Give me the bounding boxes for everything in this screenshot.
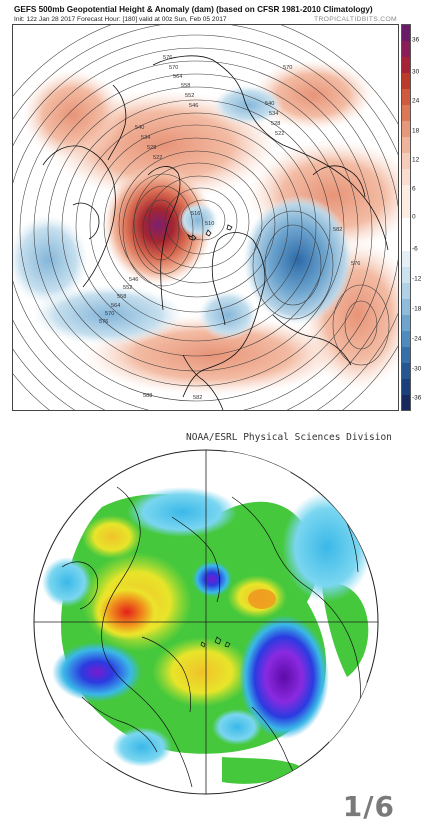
svg-text:558: 558 [181, 83, 190, 89]
colorbar-label: -24 [412, 335, 422, 343]
gefs-panel: GEFS 500mb Geopotential Height & Anomaly… [12, 5, 422, 411]
svg-text:516: 516 [191, 211, 200, 217]
colorbar-label: -6 [412, 245, 418, 253]
svg-text:528: 528 [147, 145, 156, 151]
svg-text:540: 540 [135, 125, 144, 131]
colorbar-label: 6 [412, 185, 416, 193]
svg-text:540: 540 [265, 101, 274, 107]
noaa-panel: NOAA/ESRL Physical Sciences Division [0, 420, 425, 835]
anomaly-ridge-greenland-west [23, 70, 123, 160]
noaa-polar-map [22, 427, 390, 800]
colorbar-label: 24 [412, 97, 420, 105]
colorbar-label: 18 [412, 127, 420, 135]
svg-text:576: 576 [351, 261, 360, 267]
coastlines [42, 55, 389, 410]
height-labels: 576 570 564 558 552 546 540 534 528 522 … [99, 55, 360, 401]
svg-text:576: 576 [99, 319, 108, 325]
purple-anomaly-region [239, 615, 329, 739]
svg-text:522: 522 [275, 131, 284, 137]
svg-text:588: 588 [143, 393, 152, 399]
colorbar-label: 30 [412, 68, 420, 76]
svg-text:522: 522 [153, 155, 162, 161]
anomaly-colorbar [401, 24, 411, 411]
svg-text:570: 570 [169, 65, 178, 71]
gefs-anomaly-map: 576 570 564 558 552 546 540 534 528 522 … [12, 24, 399, 411]
svg-text:552: 552 [185, 93, 194, 99]
colorbar-label: -30 [412, 365, 422, 373]
coastlines [61, 466, 361, 790]
anomaly-trough-pole [178, 202, 218, 238]
svg-text:582: 582 [193, 395, 202, 401]
colorbar-label: -12 [412, 275, 422, 283]
svg-text:546: 546 [189, 103, 198, 109]
svg-text:546: 546 [129, 277, 138, 283]
svg-text:528: 528 [271, 121, 280, 127]
colorbar-label: -18 [412, 305, 422, 313]
gefs-subtitle: Init: 12z Jan 28 2017 Forecast Hour: [18… [14, 16, 227, 23]
anomaly-ridge-strong-center [103, 165, 213, 285]
svg-text:510: 510 [205, 221, 214, 227]
colorbar-label: -36 [412, 394, 422, 402]
colorbar-label: 12 [412, 156, 420, 164]
anomaly-trough-west [13, 215, 88, 305]
anomaly-trough-south [33, 285, 183, 345]
gefs-title: GEFS 500mb Geopotential Height & Anomaly… [14, 5, 373, 14]
anomaly-trough-gulf [198, 290, 258, 340]
colorbar-label: 0 [412, 213, 416, 221]
svg-text:552: 552 [123, 285, 132, 291]
noaa-title: NOAA/ESRL Physical Sciences Division [186, 432, 392, 443]
svg-text:582: 582 [333, 227, 342, 233]
svg-text:534: 534 [269, 111, 278, 117]
svg-text:534: 534 [141, 135, 150, 141]
colorbar-label: 36 [412, 36, 420, 44]
gefs-map-svg: 576 570 564 558 552 546 540 534 528 522 … [13, 25, 398, 410]
svg-text:558: 558 [117, 294, 126, 300]
anomaly-trough-east [243, 195, 353, 325]
gefs-credit: TROPICALTIDBITS.COM [314, 16, 397, 23]
svg-text:576: 576 [163, 55, 172, 61]
height-contours [13, 25, 398, 410]
svg-text:564: 564 [173, 74, 182, 80]
anomaly-trough-arctic [213, 85, 283, 125]
svg-text:570: 570 [283, 65, 292, 71]
svg-text:564: 564 [111, 303, 120, 309]
page-counter: 1/6 [342, 790, 395, 823]
red-anomaly-region [92, 584, 162, 640]
noaa-map-svg [33, 449, 379, 795]
svg-text:570: 570 [105, 311, 114, 317]
